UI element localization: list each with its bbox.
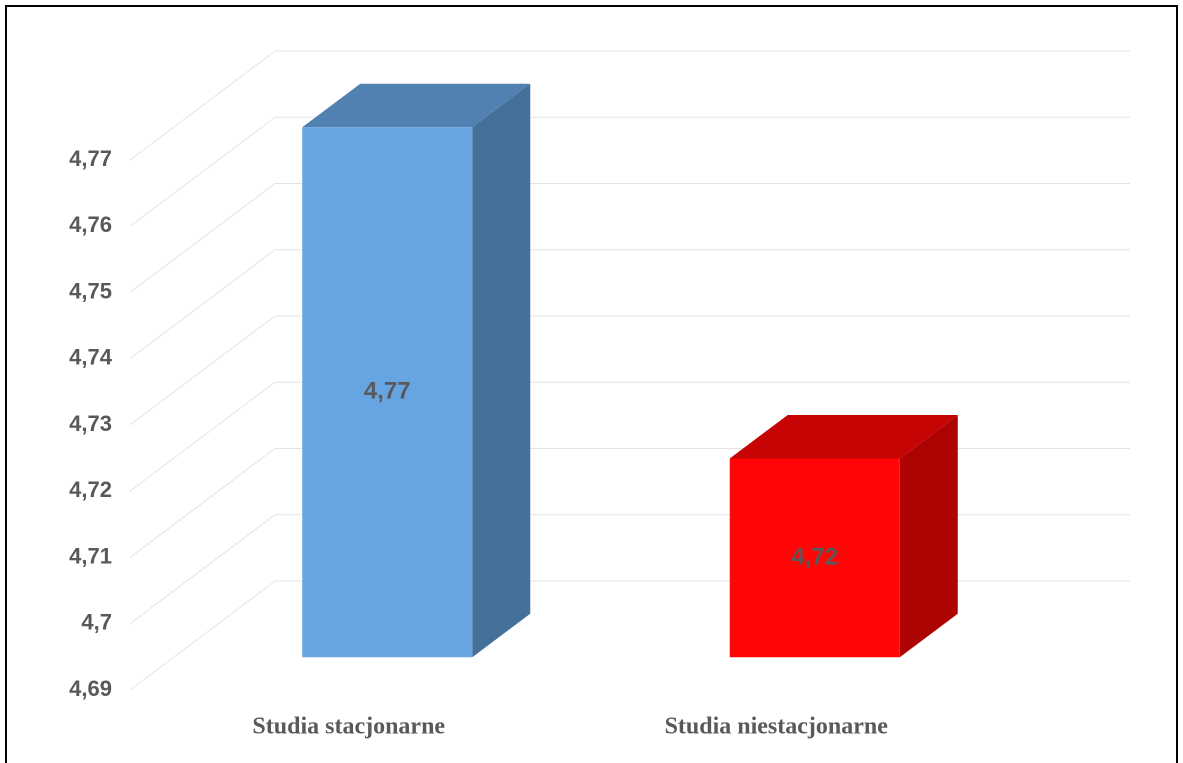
bar-top	[302, 83, 531, 128]
bar-side	[472, 83, 531, 658]
value-label: 4,77	[364, 378, 411, 405]
y-tick-label: 4,71	[69, 543, 112, 568]
grid-line	[129, 580, 276, 691]
y-tick-label: 4,77	[69, 146, 112, 171]
bar-side	[899, 414, 958, 658]
grid-line	[129, 514, 276, 625]
grid-line	[129, 50, 276, 161]
y-tick-label: 4,76	[69, 212, 112, 237]
y-tick-label: 4,7	[81, 610, 112, 635]
bar-top	[729, 414, 958, 459]
y-tick-label: 4,73	[69, 411, 112, 436]
grid-line	[129, 249, 276, 360]
y-tick-label: 4,74	[69, 345, 113, 370]
grid-line	[129, 116, 276, 227]
y-tick-label: 4,69	[69, 676, 112, 701]
bar	[729, 458, 900, 658]
grid-line	[129, 183, 276, 293]
grid-line	[129, 448, 276, 558]
x-tick-label: Studia stacjonarne	[252, 714, 445, 740]
value-label: 4,72	[791, 543, 838, 570]
y-tick-label: 4,75	[69, 278, 112, 303]
bar	[302, 127, 473, 658]
frame	[5, 5, 1178, 763]
grid-line	[129, 381, 276, 492]
y-tick-label: 4,72	[69, 477, 112, 502]
x-tick-label: Studia niestacjonarne	[665, 714, 889, 740]
grid-line	[129, 315, 276, 426]
